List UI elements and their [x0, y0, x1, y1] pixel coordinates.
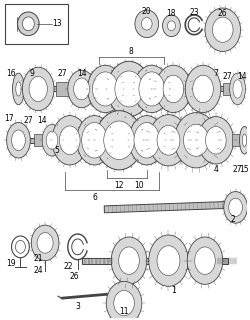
Text: 21: 21 — [34, 254, 43, 263]
Ellipse shape — [42, 124, 62, 156]
Ellipse shape — [12, 73, 24, 105]
Ellipse shape — [240, 126, 250, 154]
Text: 23: 23 — [189, 8, 199, 18]
Text: 27: 27 — [57, 69, 67, 78]
Ellipse shape — [162, 15, 180, 36]
Ellipse shape — [157, 125, 180, 155]
Ellipse shape — [22, 67, 54, 111]
Text: 27: 27 — [24, 116, 33, 125]
Text: 18: 18 — [167, 9, 176, 19]
Polygon shape — [82, 258, 228, 264]
Ellipse shape — [29, 76, 47, 101]
Ellipse shape — [205, 8, 240, 52]
Text: 26: 26 — [70, 272, 80, 281]
Ellipse shape — [111, 237, 147, 284]
Text: 10: 10 — [134, 181, 144, 190]
Text: 4: 4 — [214, 165, 218, 174]
Ellipse shape — [115, 71, 143, 107]
Ellipse shape — [157, 246, 180, 276]
Bar — [34, 134, 46, 146]
Text: 20: 20 — [142, 7, 152, 16]
Text: 7: 7 — [214, 69, 218, 78]
Text: 19: 19 — [6, 259, 16, 268]
Text: 14: 14 — [77, 69, 86, 78]
Ellipse shape — [149, 115, 188, 166]
Ellipse shape — [88, 65, 123, 113]
Ellipse shape — [119, 247, 139, 275]
Ellipse shape — [224, 192, 248, 223]
Ellipse shape — [96, 111, 143, 170]
Ellipse shape — [60, 126, 80, 155]
Ellipse shape — [37, 233, 53, 253]
Text: 13: 13 — [52, 19, 62, 28]
Ellipse shape — [52, 116, 88, 165]
Ellipse shape — [129, 116, 164, 165]
Text: 27: 27 — [223, 72, 232, 81]
FancyBboxPatch shape — [5, 4, 68, 44]
Text: 2: 2 — [230, 215, 235, 224]
Ellipse shape — [187, 237, 223, 284]
Ellipse shape — [22, 17, 34, 31]
Text: 22: 22 — [63, 262, 72, 271]
Text: 24: 24 — [34, 266, 43, 275]
Ellipse shape — [142, 18, 152, 30]
Ellipse shape — [193, 75, 213, 103]
Text: 9: 9 — [30, 69, 35, 78]
Text: 14: 14 — [37, 116, 47, 125]
Text: 27: 27 — [233, 165, 242, 174]
Ellipse shape — [229, 198, 242, 217]
Ellipse shape — [16, 82, 21, 96]
Text: 3: 3 — [75, 301, 80, 311]
Ellipse shape — [31, 225, 59, 261]
Ellipse shape — [198, 116, 234, 164]
Text: 11: 11 — [119, 308, 129, 316]
Ellipse shape — [156, 65, 191, 113]
Bar — [223, 83, 232, 95]
Ellipse shape — [195, 247, 215, 275]
Ellipse shape — [230, 73, 246, 105]
Ellipse shape — [212, 17, 233, 42]
Bar — [56, 82, 70, 96]
Ellipse shape — [134, 123, 160, 158]
Ellipse shape — [106, 281, 142, 320]
Ellipse shape — [68, 70, 96, 108]
Text: 6: 6 — [92, 193, 97, 202]
Text: 16: 16 — [6, 69, 16, 78]
Ellipse shape — [46, 131, 58, 149]
Ellipse shape — [242, 134, 247, 147]
Ellipse shape — [163, 75, 184, 103]
Ellipse shape — [168, 21, 175, 31]
Ellipse shape — [6, 123, 30, 158]
Ellipse shape — [77, 116, 112, 165]
Ellipse shape — [114, 291, 134, 316]
Ellipse shape — [174, 113, 218, 168]
Ellipse shape — [74, 78, 90, 100]
Polygon shape — [16, 86, 237, 92]
Text: 5: 5 — [54, 146, 60, 155]
Ellipse shape — [107, 61, 151, 116]
Ellipse shape — [12, 130, 25, 151]
Ellipse shape — [184, 124, 209, 156]
Text: 14: 14 — [238, 72, 247, 81]
Ellipse shape — [139, 72, 164, 106]
Text: 17: 17 — [4, 114, 14, 123]
Ellipse shape — [233, 80, 242, 98]
Bar — [232, 134, 241, 146]
Ellipse shape — [206, 126, 226, 154]
Ellipse shape — [185, 65, 221, 113]
Text: 1: 1 — [171, 286, 176, 295]
Ellipse shape — [134, 65, 170, 113]
Ellipse shape — [18, 12, 39, 36]
Ellipse shape — [82, 123, 107, 158]
Polygon shape — [104, 201, 242, 213]
Ellipse shape — [149, 235, 188, 286]
Polygon shape — [10, 138, 242, 143]
Text: 15: 15 — [240, 165, 249, 174]
Text: 26: 26 — [218, 9, 228, 19]
Text: 12: 12 — [114, 181, 124, 190]
Text: 8: 8 — [128, 47, 133, 56]
Ellipse shape — [135, 10, 158, 38]
Ellipse shape — [104, 121, 134, 159]
Ellipse shape — [92, 72, 118, 106]
